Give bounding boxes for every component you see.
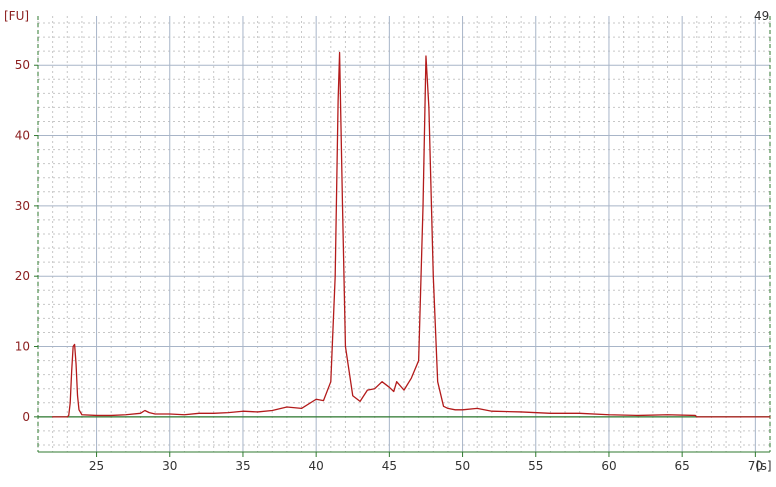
trace-point: [432, 275, 434, 277]
trace-point: [77, 395, 79, 397]
trace-point: [144, 410, 146, 412]
trace-point: [447, 408, 449, 410]
trace-point: [428, 107, 430, 109]
y-tick-label: 0: [22, 410, 30, 424]
trace-point: [148, 412, 150, 414]
trace-point: [78, 409, 80, 411]
x-tick-label: 45: [382, 459, 397, 473]
x-tick-label: 30: [162, 459, 177, 473]
label-layer: 0 10 20 30 40 50 25 30 35 40 45 50 55 60 65 70 [FU] [s] 49: [4, 9, 772, 473]
x-axis-label: [s]: [756, 459, 772, 473]
x-tick-label: 35: [235, 459, 250, 473]
x-tick-label: 50: [455, 459, 470, 473]
trace-point: [68, 415, 70, 417]
trace-point: [75, 363, 77, 365]
y-tick-label: 20: [15, 269, 30, 283]
x-tick-label: 60: [601, 459, 616, 473]
trace-point: [396, 381, 398, 383]
trace-point: [213, 413, 215, 415]
trace-point: [425, 55, 427, 57]
trace-point: [637, 415, 639, 417]
trace-point: [342, 205, 344, 207]
x-tick-label: 70: [748, 459, 763, 473]
trace-series: [51, 51, 771, 418]
trace-point: [286, 406, 288, 408]
trace-point: [769, 416, 771, 418]
trace-point: [337, 100, 339, 102]
trace-point: [696, 416, 698, 418]
axis-layer: [34, 16, 771, 457]
y-tick-label: 10: [15, 340, 30, 354]
trace-point: [520, 411, 522, 413]
y-axis-label: [FU]: [4, 9, 29, 23]
trace-point: [725, 416, 727, 418]
trace-point: [367, 389, 369, 391]
trace-point: [667, 414, 669, 416]
grid-layer: [37, 16, 771, 452]
trace-point: [381, 381, 383, 383]
y-tick-label: 30: [15, 199, 30, 213]
trace-point: [71, 370, 73, 372]
trace-point: [418, 360, 420, 362]
trace-point: [393, 391, 395, 393]
trace-point: [579, 413, 581, 415]
trace-point: [257, 411, 259, 413]
trace-point: [110, 415, 112, 417]
trace-point: [695, 415, 697, 417]
x-tick-label: 65: [675, 459, 690, 473]
trace-point: [608, 414, 610, 416]
trace-point: [437, 381, 439, 383]
trace-point: [476, 408, 478, 410]
trace-point: [345, 346, 347, 348]
trace-point: [154, 413, 156, 415]
trace-point: [59, 416, 61, 418]
trace-point: [81, 414, 83, 416]
y-tick-label: 50: [15, 58, 30, 72]
trace-point: [550, 413, 552, 415]
trace-point: [352, 395, 354, 397]
y-tick-label: 40: [15, 129, 30, 143]
trace-point: [271, 410, 273, 412]
trace-point: [374, 388, 376, 390]
x-tick-label: 55: [528, 459, 543, 473]
trace-point: [140, 413, 142, 415]
trace-point: [339, 52, 341, 54]
trace-point: [315, 398, 317, 400]
trace-point: [52, 416, 54, 418]
trace-point: [330, 381, 332, 383]
trace-point: [301, 408, 303, 410]
trace-point: [755, 416, 757, 418]
trace-point: [389, 387, 391, 389]
trace-point: [74, 344, 76, 346]
trace-point: [125, 414, 127, 416]
trace-point: [403, 389, 405, 391]
trace-layer: [51, 51, 771, 418]
trace-point: [422, 205, 424, 207]
x-tick-label: 40: [309, 459, 324, 473]
top-right-annotation: 49: [754, 9, 769, 23]
trace-point: [323, 400, 325, 402]
trace-point: [169, 413, 171, 415]
trace-point: [242, 410, 244, 412]
trace-point: [462, 409, 464, 411]
trace-point: [491, 410, 493, 412]
trace-point: [184, 414, 186, 416]
trace-point: [228, 412, 230, 414]
trace-point: [69, 402, 71, 404]
trace-point: [411, 377, 413, 379]
trace-point: [198, 413, 200, 415]
trace-point: [66, 416, 68, 418]
trace-point: [359, 401, 361, 403]
trace-point: [443, 405, 445, 407]
x-tick-label: 25: [89, 459, 104, 473]
trace-point: [72, 346, 74, 348]
trace-point: [96, 415, 98, 417]
trace-point: [334, 275, 336, 277]
trace-point: [454, 409, 456, 411]
